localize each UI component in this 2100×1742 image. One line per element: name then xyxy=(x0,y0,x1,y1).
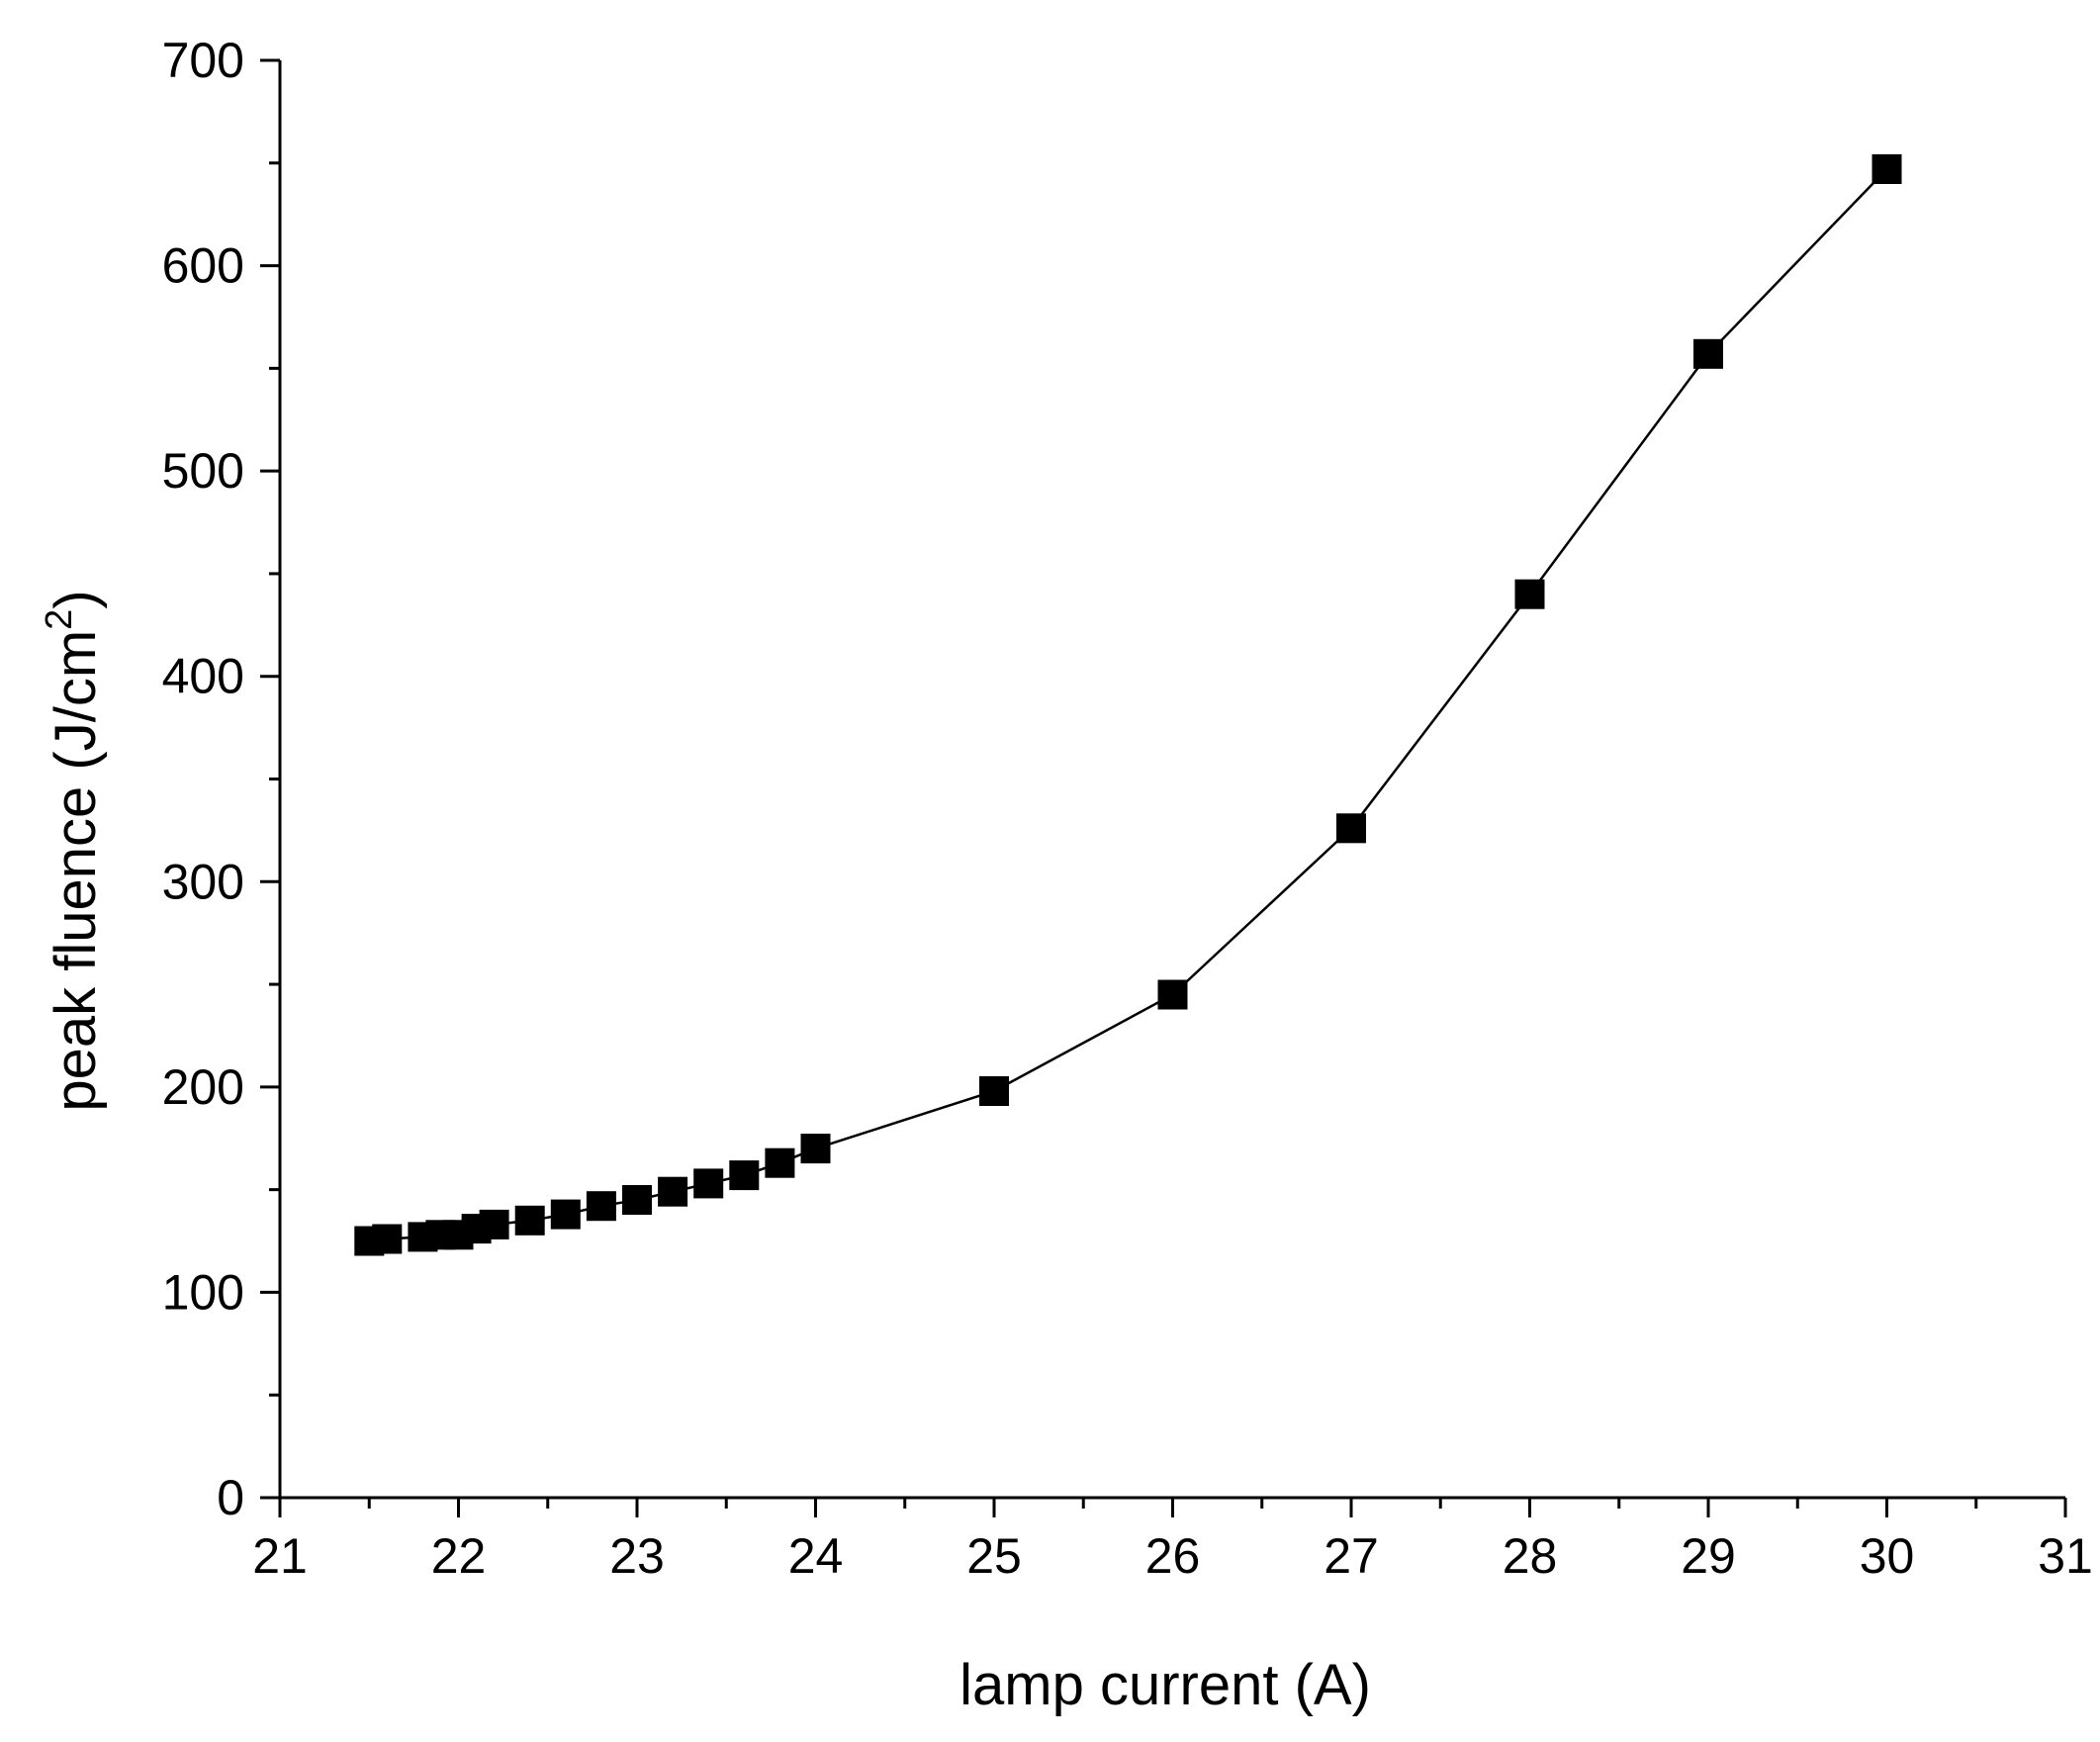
ticks: 21 22 23 24 25 26 27 28 29 30 31 0 100 200 300 400 500 60… xyxy=(162,33,2093,1584)
y-axis-title-superscript: 2 xyxy=(39,609,80,630)
x-tick-label: 24 xyxy=(788,1528,844,1584)
data-point xyxy=(1872,154,1902,184)
x-tick-label: 28 xyxy=(1503,1528,1558,1584)
x-tick-label: 26 xyxy=(1145,1528,1201,1584)
series-line xyxy=(369,168,1888,1242)
data-point xyxy=(693,1168,724,1199)
x-tick-label: 22 xyxy=(431,1528,487,1584)
data-point xyxy=(514,1205,545,1236)
data-point xyxy=(1693,338,1723,369)
series-layer xyxy=(354,154,1902,1256)
x-tick-label: 25 xyxy=(966,1528,1022,1584)
y-tick-label: 500 xyxy=(162,443,244,499)
data-point xyxy=(1157,979,1188,1010)
y-tick-label: 400 xyxy=(162,649,244,704)
x-tick-label: 29 xyxy=(1681,1528,1736,1584)
y-tick-label: 0 xyxy=(217,1470,244,1525)
data-point xyxy=(586,1191,616,1222)
x-tick-label: 31 xyxy=(2038,1528,2093,1584)
x-tick-label: 23 xyxy=(609,1528,665,1584)
y-tick-label: 600 xyxy=(162,238,244,294)
data-point xyxy=(729,1160,760,1191)
data-point xyxy=(1336,813,1366,844)
data-point xyxy=(1514,579,1545,609)
y-tick-label: 700 xyxy=(162,33,244,88)
data-point xyxy=(979,1076,1009,1106)
data-point xyxy=(550,1199,581,1230)
y-tick-label: 300 xyxy=(162,854,244,909)
x-tick-label: 21 xyxy=(252,1528,308,1584)
y-axis-title-main: peak fluence (J/cm xyxy=(44,630,108,1112)
data-point xyxy=(800,1134,831,1164)
data-point xyxy=(622,1185,652,1215)
data-point xyxy=(765,1147,795,1178)
data-point xyxy=(372,1224,403,1254)
y-tick-label: 200 xyxy=(162,1059,244,1115)
data-point xyxy=(479,1209,509,1239)
y-axis-title: peak fluence (J/cm2) xyxy=(39,590,108,1111)
x-tick-label: 27 xyxy=(1324,1528,1379,1584)
y-axis-title-end: ) xyxy=(44,590,108,608)
data-point xyxy=(658,1176,688,1207)
axes xyxy=(278,60,2065,1500)
x-tick-label: 30 xyxy=(1860,1528,1915,1584)
y-tick-label: 100 xyxy=(162,1264,244,1320)
x-axis-title: lamp current (A) xyxy=(959,1653,1371,1717)
